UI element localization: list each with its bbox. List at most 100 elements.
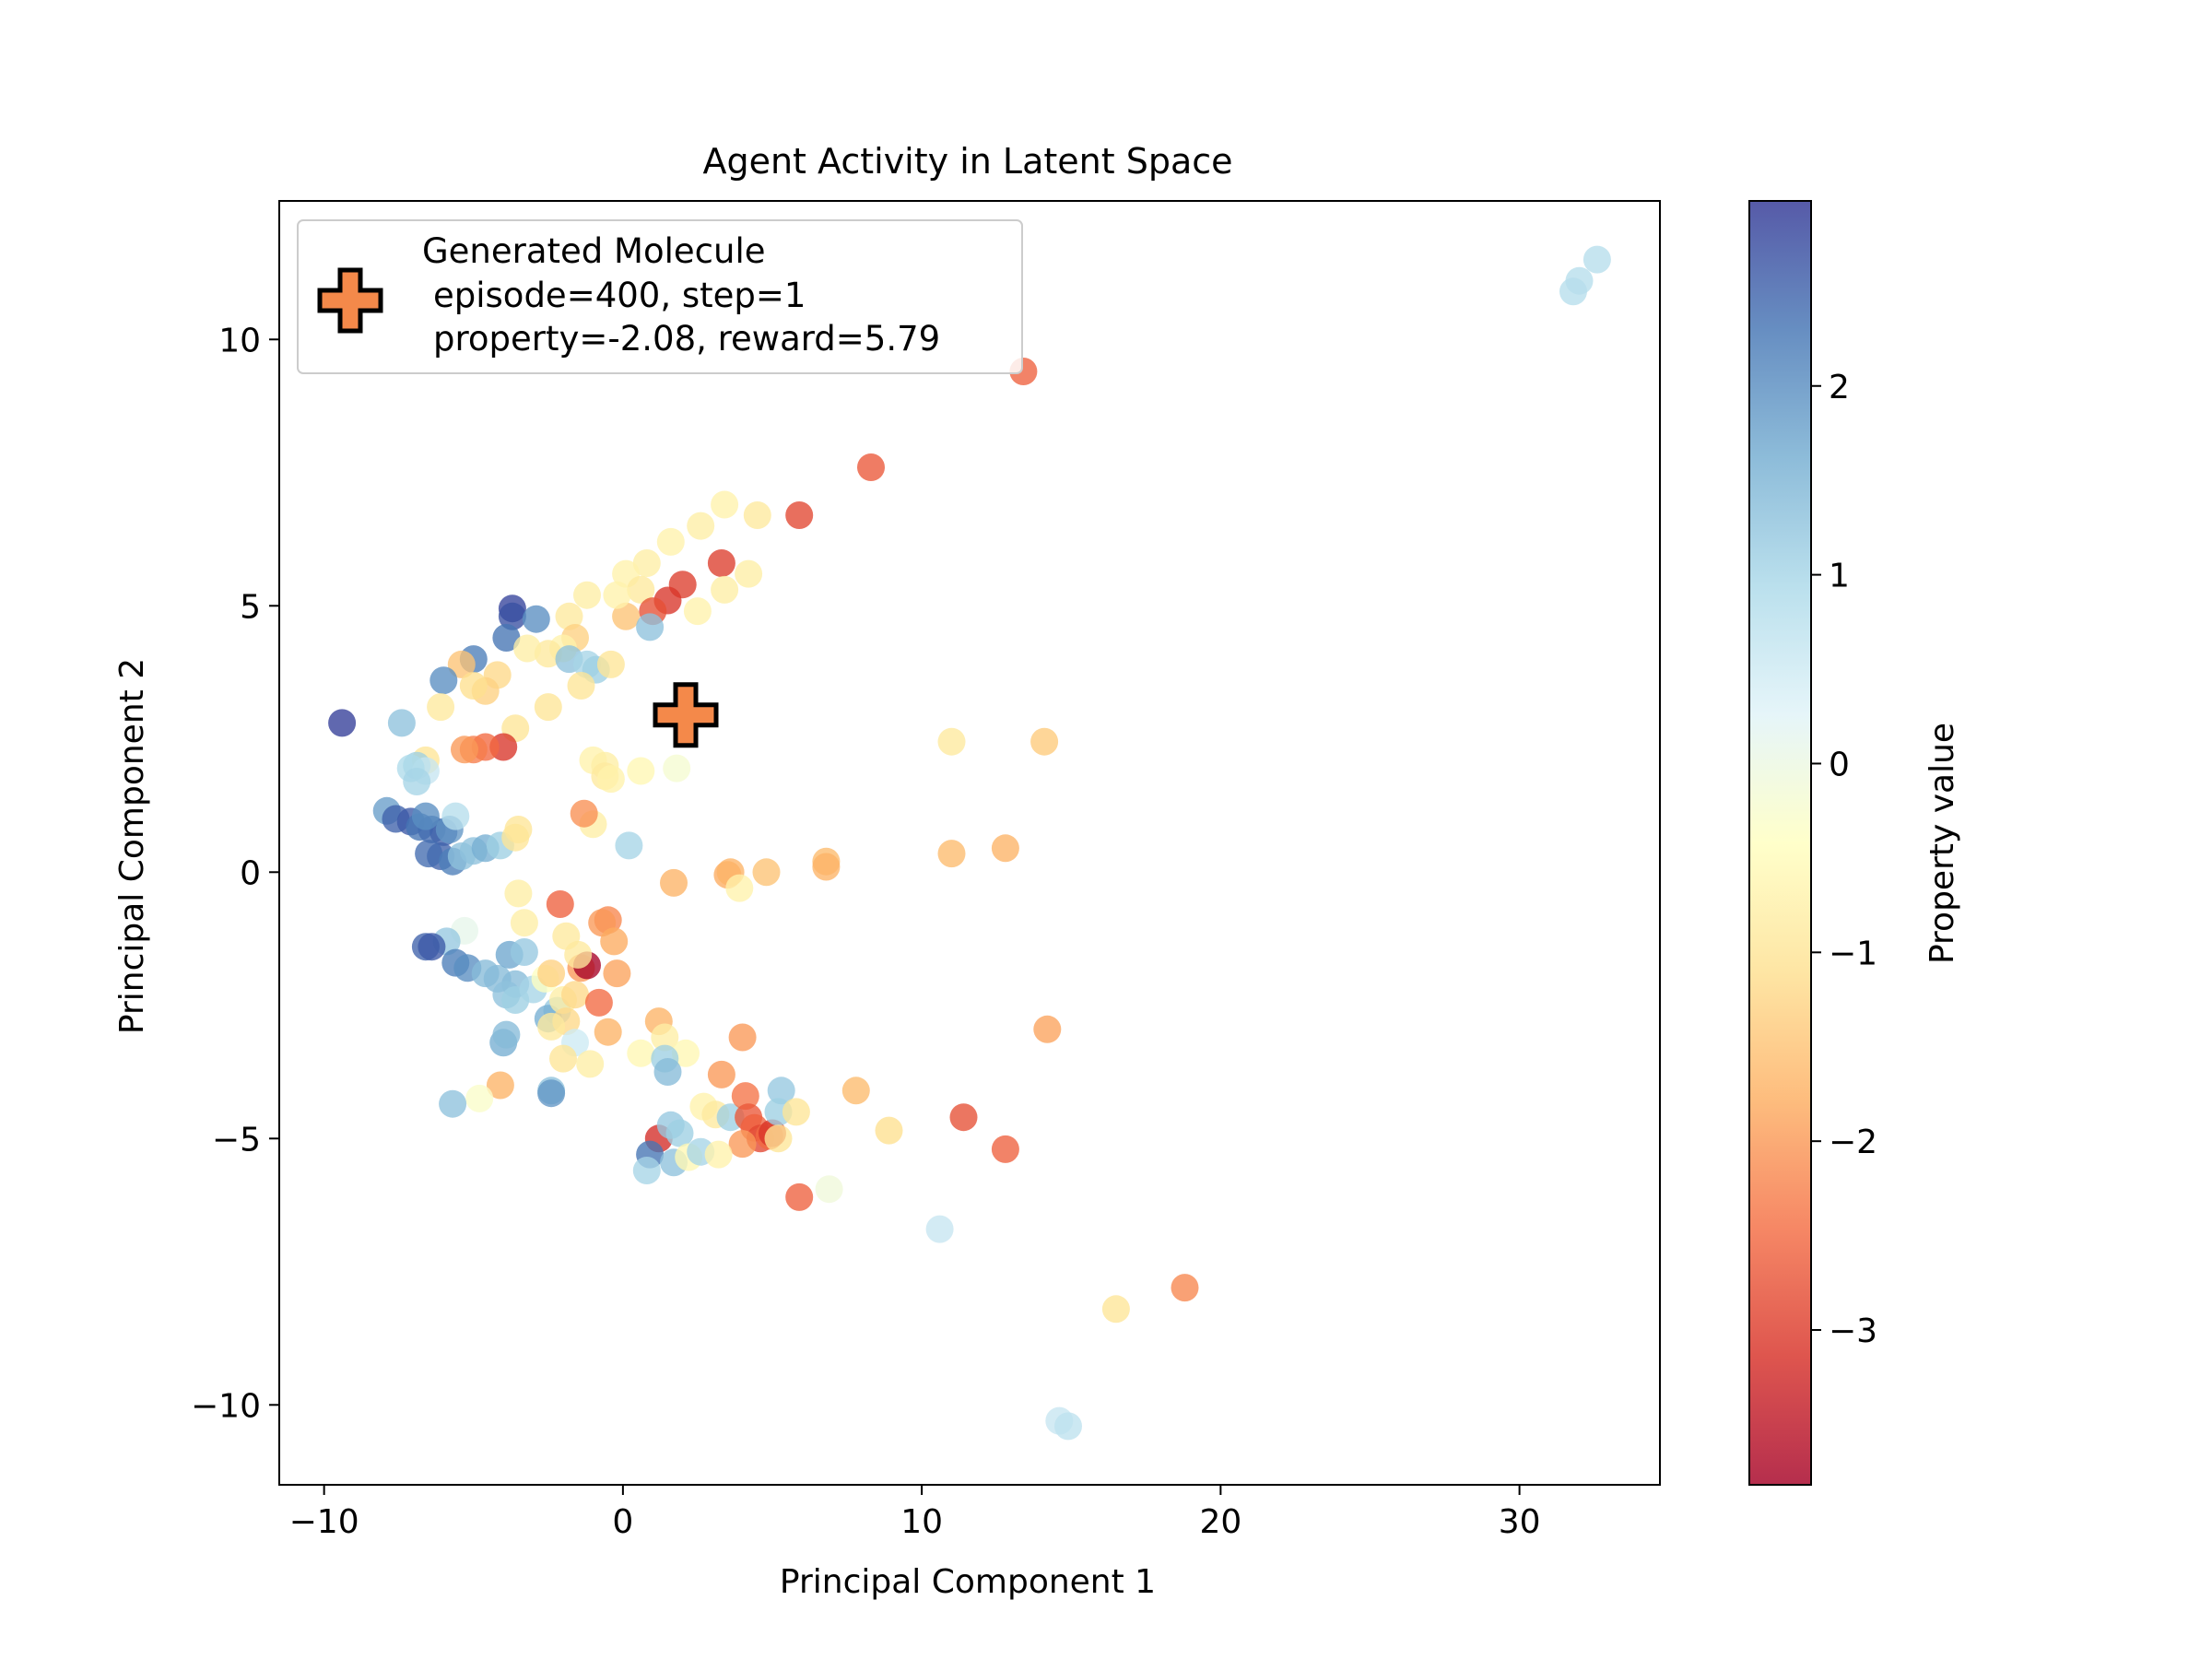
colorbar-tick-label: 1	[1829, 558, 1850, 595]
scatter-point	[1030, 727, 1059, 756]
scatter-point	[1101, 1295, 1130, 1324]
y-tick-label: 5	[240, 588, 261, 626]
scatter-point	[1583, 245, 1611, 274]
colorbar-tick-label: 0	[1829, 746, 1850, 783]
scatter-point	[665, 1119, 694, 1147]
x-axis: −10 0 10 20 30	[289, 1485, 1541, 1541]
x-tick-label: 30	[1499, 1503, 1541, 1541]
scatter-point	[991, 834, 1019, 863]
scatter-point	[549, 1044, 577, 1073]
scatter-point	[603, 959, 631, 988]
scatter-point	[707, 549, 735, 577]
scatter-point	[653, 1058, 682, 1086]
scatter-point	[687, 512, 715, 540]
scatter-point	[704, 1140, 733, 1169]
chart-title: Agent Activity in Latent Space	[702, 141, 1232, 182]
scatter-point	[841, 1077, 870, 1105]
y-tick-label: −5	[212, 1121, 261, 1159]
scatter-point	[812, 853, 841, 881]
scatter-point	[728, 1023, 757, 1052]
x-tick-label: 10	[900, 1503, 943, 1541]
scatter-point	[600, 927, 629, 956]
scatter-point	[615, 831, 643, 860]
scatter-point	[764, 1124, 793, 1153]
y-tick-label: −10	[191, 1387, 261, 1425]
scatter-point	[612, 602, 641, 630]
scatter-point	[1033, 1015, 1062, 1043]
x-axis-label: Principal Component 1	[780, 1563, 1156, 1601]
data-points	[328, 245, 1611, 1441]
scatter-point	[534, 640, 562, 668]
scatter-point	[656, 527, 685, 556]
scatter-point	[707, 1060, 735, 1088]
scatter-point	[1054, 1412, 1082, 1441]
scatter-point	[387, 709, 416, 737]
scatter-point	[504, 879, 533, 908]
colorbar-ticks: −3 −2 −1 0 1 2	[1811, 369, 1877, 1350]
y-tick-label: 10	[218, 322, 261, 359]
scatter-point	[584, 988, 613, 1017]
scatter-point	[672, 1039, 700, 1067]
scatter-point	[564, 940, 593, 969]
scatter-point	[522, 605, 550, 633]
scatter-point	[570, 799, 598, 828]
scatter-point	[573, 581, 601, 609]
scatter-point	[711, 575, 739, 604]
scatter-point	[651, 1023, 679, 1052]
scatter-point	[427, 693, 455, 722]
scatter-point	[498, 602, 526, 630]
legend-box	[297, 219, 1023, 374]
scatter-point	[451, 735, 478, 764]
x-tick-label: 0	[612, 1503, 633, 1541]
colorbar: −3 −2 −1 0 1 2 Property value	[1748, 200, 1961, 1486]
scatter-point	[603, 581, 631, 609]
colorbar-frame	[1748, 200, 1812, 1486]
scatter-point	[403, 768, 431, 795]
colorbar-tick-label: 2	[1829, 369, 1850, 406]
y-axis: −10 −5 0 5 10	[191, 322, 279, 1425]
scatter-point	[418, 933, 446, 961]
y-axis-label: Principal Component 2	[113, 658, 151, 1034]
scatter-point	[504, 816, 533, 843]
legend: Generated Molecule episode=400, step=1 p…	[297, 219, 1023, 374]
generated-molecule-marker	[653, 682, 719, 748]
scatter-point	[815, 1175, 843, 1204]
colorbar-gradient	[1749, 201, 1811, 1485]
scatter-point	[415, 840, 443, 868]
scatter-point	[632, 549, 661, 577]
colorbar-tick-label: −1	[1829, 935, 1877, 972]
scatter-point	[513, 634, 542, 663]
scatter-point	[594, 1018, 622, 1046]
scatter-point	[937, 840, 966, 868]
scatter-point	[782, 1098, 810, 1126]
scatter-point	[459, 672, 488, 700]
scatter-point	[683, 597, 712, 626]
scatter-point	[510, 909, 538, 937]
scatter-point	[785, 501, 814, 529]
scatter-point	[441, 802, 470, 830]
scatter-point	[576, 1050, 605, 1078]
scatter-point	[711, 490, 739, 519]
plot-frame	[278, 200, 1661, 1486]
scatter-point	[1171, 1274, 1199, 1302]
scatter-point	[447, 650, 476, 678]
scatter-point	[728, 1130, 757, 1159]
colorbar-tick-label: −3	[1829, 1312, 1877, 1350]
scatter-point	[429, 666, 458, 695]
scatter-point	[439, 1089, 467, 1118]
scatter-point	[743, 501, 771, 529]
scatter-point	[465, 1084, 494, 1112]
scatter-point	[660, 868, 688, 897]
scatter-point	[534, 693, 562, 722]
scatter-point	[767, 1077, 795, 1105]
scatter-point	[596, 650, 625, 678]
scatter-point	[735, 559, 763, 588]
scatter-point	[752, 858, 781, 887]
scatter-point	[636, 613, 665, 641]
scatter-point	[411, 802, 440, 830]
scatter-point	[567, 672, 595, 700]
scatter-point	[328, 709, 357, 737]
scatter-point	[561, 981, 589, 1009]
legend-line-2: property=-2.08, reward=5.79	[433, 319, 940, 359]
